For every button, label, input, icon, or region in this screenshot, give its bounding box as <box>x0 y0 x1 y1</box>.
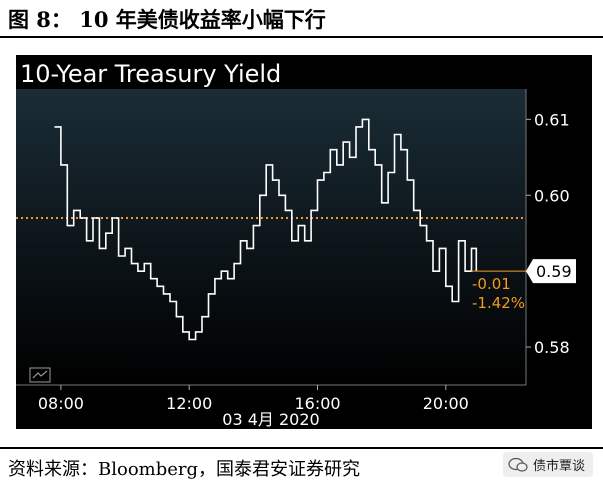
chart-settings-icon[interactable] <box>29 367 51 383</box>
source-rule <box>0 447 603 449</box>
x-axis-ticks: 08:00 12:00 16:00 20:00 <box>38 385 469 413</box>
last-value-marker: 0.59 <box>526 259 576 284</box>
x-tick-label: 12:00 <box>166 394 212 413</box>
y-tick-label: 0.61 <box>534 110 570 129</box>
y-axis-ticks: 0.61 0.60 0.59 0.58 <box>526 110 570 357</box>
yield-series-line <box>54 118 478 341</box>
watermark: 债市覃谈 <box>502 452 593 477</box>
chart-panel: 10-Year Treasury Yield 0.610.600.590.58 … <box>16 55 592 429</box>
chat-bubble-icon <box>508 457 528 472</box>
title-rule <box>0 36 603 38</box>
figure-title: 图 8： 10 年美债收益率小幅下行 <box>8 7 326 32</box>
chart-title: 10-Year Treasury Yield <box>20 60 281 88</box>
last-value-tag <box>526 259 576 284</box>
y-tick-label: 0.60 <box>534 186 570 205</box>
watermark-text: 债市覃谈 <box>532 459 585 474</box>
x-tick-label: 16:00 <box>294 394 340 413</box>
change-percent: -1.42% <box>472 294 525 312</box>
x-tick-label: 20:00 <box>423 394 469 413</box>
y-tick-label: 0.58 <box>534 338 570 357</box>
last-value-label: 0.59 <box>536 262 572 281</box>
x-tick-label: 08:00 <box>38 394 84 413</box>
date-label: 03 4月 2020 <box>222 410 319 429</box>
source-note: 资料来源：Bloomberg，国泰君安证券研究 <box>8 459 361 480</box>
plot-area <box>16 89 526 385</box>
change-absolute: -0.01 <box>472 275 511 293</box>
yield-chart: 10-Year Treasury Yield 0.610.600.590.58 … <box>16 60 576 429</box>
